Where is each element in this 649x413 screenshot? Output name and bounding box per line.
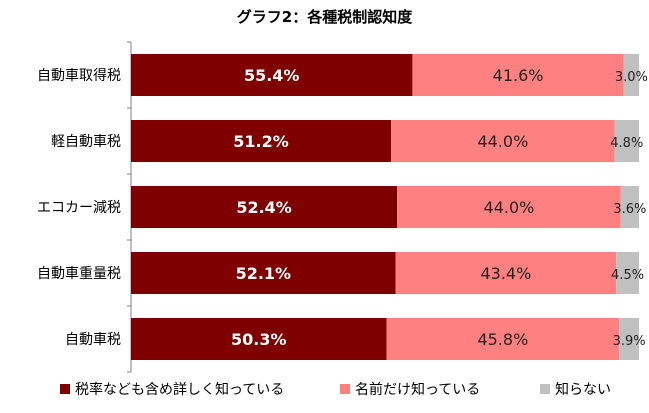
legend-item: 知らない <box>540 379 611 399</box>
bar-segment <box>620 186 639 228</box>
bar-segment <box>623 54 639 96</box>
data-label: 45.8% <box>477 330 528 349</box>
legend-swatch <box>540 384 550 394</box>
data-label: 50.3% <box>231 330 287 349</box>
data-label: 4.5% <box>611 268 644 283</box>
bar-segment <box>614 120 639 162</box>
bar-segment <box>412 54 624 96</box>
legend-label: 名前だけ知っている <box>355 382 481 398</box>
data-label: 44.0% <box>484 198 535 217</box>
legend-swatch <box>340 384 350 394</box>
legend: 税率なども含め詳しく知っている 名前だけ知っている 知らない <box>0 379 649 399</box>
data-label: 3.6% <box>613 202 646 217</box>
legend-label: 知らない <box>555 382 611 398</box>
data-label: 4.8% <box>610 136 643 151</box>
category-label: エコカー減税 <box>37 199 121 216</box>
data-label: 44.0% <box>477 132 528 151</box>
data-label: 43.4% <box>480 264 531 283</box>
legend-item: 名前だけ知っている <box>340 379 480 399</box>
chart-title: グラフ2：各種税制認知度 <box>236 8 413 26</box>
bar-segment <box>395 252 617 294</box>
legend-label: 税率なども含め詳しく知っている <box>75 382 285 398</box>
legend-swatch <box>60 384 70 394</box>
bar-segment <box>386 318 620 360</box>
bar-segment <box>391 120 615 162</box>
bar-segment <box>131 252 396 294</box>
category-label: 軽自動車税 <box>51 133 121 150</box>
bar-segment <box>397 186 621 228</box>
bar-segment <box>131 186 398 228</box>
data-label: 55.4% <box>244 66 300 85</box>
data-label: 41.6% <box>493 66 544 85</box>
data-label: 3.9% <box>613 334 646 349</box>
data-label: 3.0% <box>615 70 648 85</box>
data-label: 52.4% <box>236 198 292 217</box>
category-label: 自動車重量税 <box>37 265 121 282</box>
category-label: 自動車取得税 <box>37 67 121 84</box>
bar-segment <box>131 54 413 96</box>
bar-segment <box>619 318 639 360</box>
bar-segment <box>131 120 392 162</box>
bar-segment <box>616 252 639 294</box>
bar-segment <box>131 318 387 360</box>
data-label: 52.1% <box>236 264 292 283</box>
data-label: 51.2% <box>233 132 289 151</box>
legend-item: 税率なども含め詳しく知っている <box>60 379 284 399</box>
category-label: 自動車税 <box>65 331 121 348</box>
